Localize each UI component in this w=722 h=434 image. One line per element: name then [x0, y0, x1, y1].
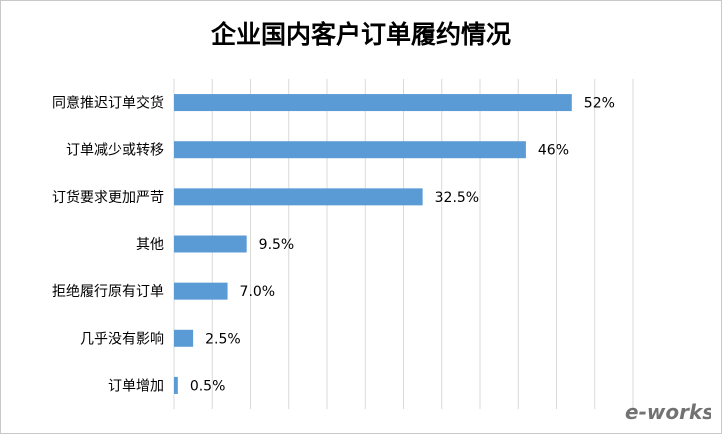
- data-label: 0.5%: [190, 378, 226, 394]
- bar: [174, 329, 194, 347]
- category-label: 其他: [136, 237, 164, 253]
- category-label: 订单减少或转移: [66, 143, 164, 159]
- bar: [174, 141, 526, 159]
- category-label: 几乎没有影响: [80, 331, 164, 347]
- bar: [174, 235, 247, 253]
- bar: [174, 282, 228, 300]
- category-label: 订货要求更加严苛: [52, 189, 164, 206]
- chart-title: 企业国内客户订单履约情况: [210, 20, 511, 49]
- bar: [174, 94, 572, 112]
- data-label: 7.0%: [240, 284, 276, 300]
- category-label: 同意推迟订单交货: [52, 95, 164, 112]
- data-label: 52%: [584, 96, 615, 112]
- watermark-logo: e-works: [625, 400, 711, 424]
- data-label: 9.5%: [259, 237, 295, 253]
- bar: [174, 188, 423, 206]
- category-label: 拒绝履行原有订单: [52, 284, 164, 300]
- category-label: 订单增加: [108, 378, 164, 394]
- bar: [174, 376, 178, 394]
- data-label: 46%: [538, 143, 569, 159]
- data-label: 32.5%: [435, 190, 479, 206]
- svg-text:e-works: e-works: [625, 400, 711, 424]
- data-label: 2.5%: [205, 331, 241, 347]
